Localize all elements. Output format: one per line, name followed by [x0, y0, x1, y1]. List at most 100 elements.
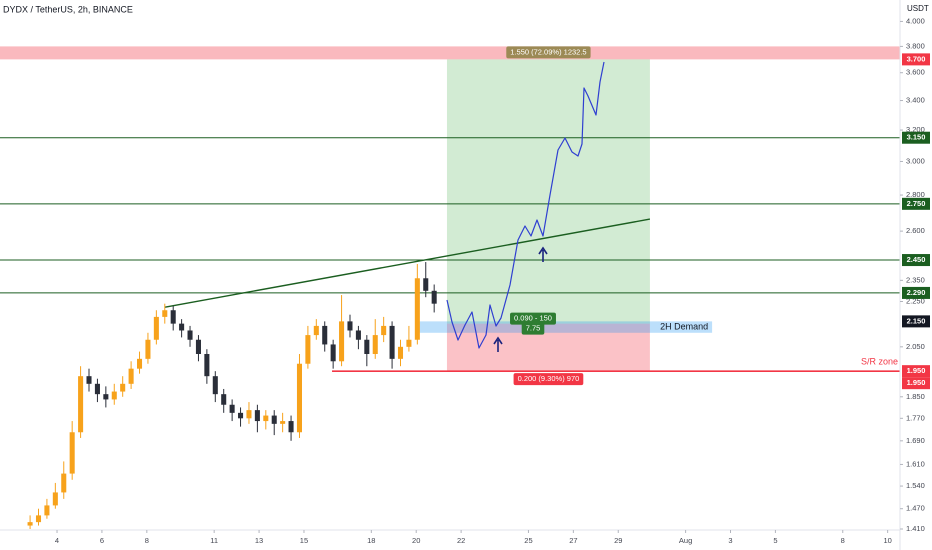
- x-tick-label: 4: [55, 536, 59, 545]
- candle-body: [423, 278, 429, 291]
- y-tick-label: 1.410: [906, 524, 925, 533]
- stop-label-box: [513, 373, 584, 386]
- profit-zone: [446, 59, 650, 324]
- candle-body: [170, 310, 176, 324]
- x-tick-label: 3: [728, 536, 732, 545]
- sr-badge: 1.950: [907, 366, 926, 375]
- candle-body: [238, 412, 244, 419]
- axes: 4.000 3.800 3.600 3.400 3.200 3.000 2.800 2.600…: [55, 16, 930, 545]
- x-tick-label: 27: [569, 536, 577, 545]
- arrow-up: [538, 246, 548, 262]
- candle-body: [389, 325, 395, 359]
- x-tick-label: 22: [457, 536, 465, 545]
- resistance-badge-box: [902, 53, 930, 66]
- y-tick-label: 3.000: [906, 156, 925, 165]
- y-tick-label: 2.050: [906, 342, 925, 351]
- chart-title: DYDX / TetherUS, 2h, BINANCE: [3, 4, 133, 14]
- arrow-up: [493, 336, 503, 352]
- candle-body: [136, 358, 143, 369]
- x-tick-label: 5: [773, 536, 777, 545]
- candle-body: [322, 325, 328, 345]
- candle-body: [162, 310, 168, 317]
- candle-body: [94, 383, 100, 395]
- candle-body: [52, 492, 58, 506]
- level-badge-box: [902, 286, 930, 299]
- candle-body: [254, 410, 260, 422]
- candle-body: [381, 325, 387, 336]
- sr-label: S/R zone: [861, 357, 898, 367]
- candle-body: [229, 404, 235, 413]
- level-badge-box: [902, 131, 930, 144]
- x-tick-label: 15: [300, 536, 308, 545]
- price-axis: [900, 0, 932, 550]
- candle-body: [195, 339, 201, 354]
- candle-body: [406, 339, 412, 347]
- x-tick-label: 18: [367, 536, 375, 545]
- candle-body: [86, 376, 92, 384]
- candle-body: [305, 335, 311, 364]
- target-label: 1.550 (72.09%) 1232.5: [510, 47, 586, 56]
- candle-body: [280, 421, 286, 424]
- candle-body: [431, 290, 437, 304]
- candle-body: [103, 394, 109, 400]
- candle-body: [397, 346, 404, 359]
- x-tick-label: 10: [883, 536, 891, 545]
- target-label-box: [506, 46, 591, 59]
- demand-zone: [418, 321, 713, 333]
- risk-reward-label: 0.090 - 150: [514, 314, 552, 323]
- candle-body: [69, 432, 75, 474]
- candle-body: [212, 376, 218, 395]
- loss-zone: [446, 323, 650, 372]
- candle-body: [313, 325, 319, 336]
- candle-body: [153, 316, 159, 340]
- candle-body: [145, 339, 151, 359]
- candle-body: [221, 394, 227, 405]
- stop-label: 0.200 (9.30%) 970: [518, 374, 580, 383]
- resistance-zone: [0, 46, 900, 60]
- y-tick-label: 2.800: [906, 190, 925, 199]
- level-badge: 3.150: [907, 133, 926, 142]
- level-badge-box: [902, 197, 930, 210]
- level-badge: 2.750: [907, 199, 926, 208]
- candle-body: [246, 410, 252, 419]
- level-badge-box: [902, 254, 930, 267]
- candle-body: [414, 278, 420, 340]
- candle-body: [296, 363, 303, 433]
- y-tick-label: 3.200: [906, 125, 925, 134]
- risk-reward-label-box: [510, 312, 556, 325]
- y-tick-label: 3.600: [906, 68, 925, 77]
- candle-body: [61, 473, 67, 493]
- trendline: [164, 218, 651, 308]
- resistance-badge: 3.700: [907, 54, 926, 63]
- candle-body: [44, 505, 50, 516]
- x-tick-label: 29: [614, 536, 622, 545]
- demand-zone-label: 2H Demand: [660, 321, 708, 331]
- sr-badge-box: [902, 377, 930, 390]
- candle-body: [111, 391, 117, 400]
- y-tick-label: 1.850: [906, 392, 925, 401]
- y-tick-label: 1.770: [906, 413, 925, 422]
- y-tick-label: 4.000: [906, 16, 925, 25]
- candle-body: [263, 415, 269, 422]
- x-tick-label: Aug: [679, 536, 692, 545]
- candle-body: [128, 368, 134, 384]
- forecast-path: [446, 61, 605, 349]
- candle-body: [288, 421, 294, 433]
- candle-body: [27, 522, 33, 526]
- y-tick-label: 2.350: [906, 275, 925, 284]
- level-badge: 2.290: [907, 288, 926, 297]
- ratio-label-box: [521, 322, 545, 335]
- y-tick-label: 2.600: [906, 226, 925, 235]
- candle-body: [35, 515, 42, 523]
- candle-body: [179, 323, 185, 331]
- candle-body: [204, 353, 210, 377]
- candle-body: [339, 321, 345, 362]
- x-tick-label: 6: [100, 536, 104, 545]
- x-tick-label: 13: [255, 536, 263, 545]
- candle-body: [364, 339, 370, 354]
- demand-badge: 2.150: [907, 316, 926, 325]
- y-tick-label: 3.400: [906, 96, 925, 105]
